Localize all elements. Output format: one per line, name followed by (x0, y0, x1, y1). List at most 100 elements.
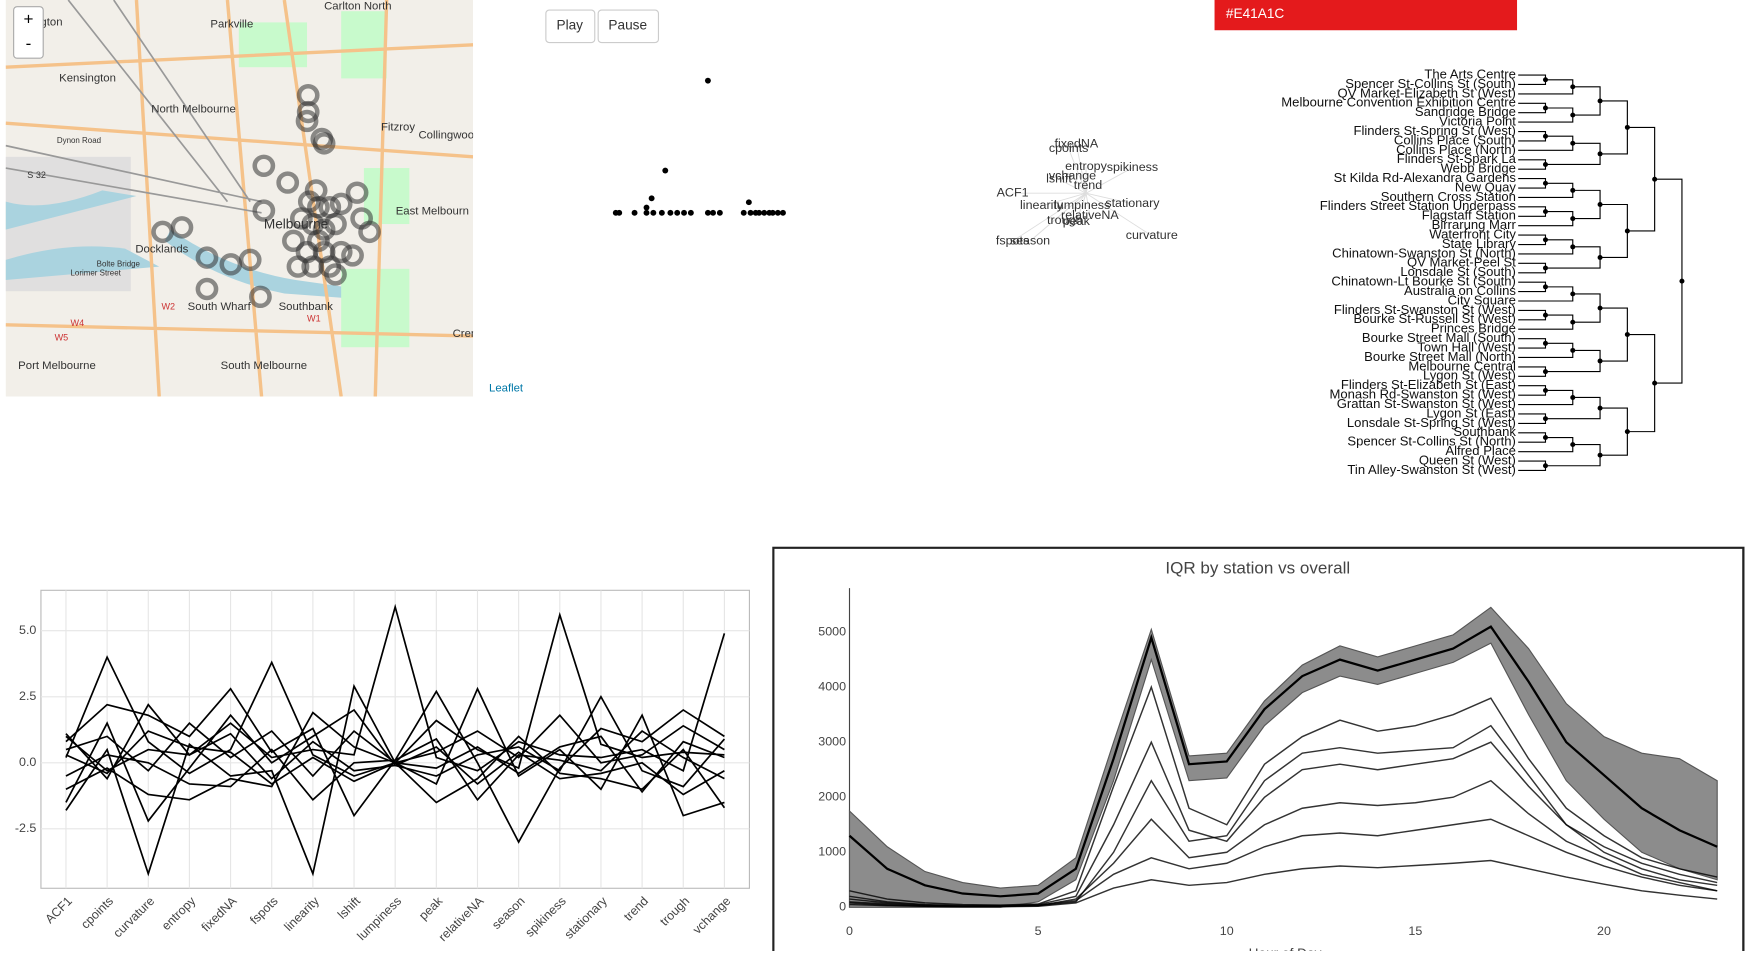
x-tick-label: 5 (1035, 924, 1042, 938)
station-marker (252, 199, 276, 222)
color-label[interactable]: #E41A1C (1226, 6, 1285, 21)
y-tick-label: 2000 (818, 790, 846, 804)
x-tick-label: lumpiness (354, 894, 404, 943)
y-tick-label: 3000 (818, 735, 846, 749)
series-line (65, 730, 725, 794)
point (631, 209, 638, 216)
iqr-chart: IQR by station vs overall 0 1000 2000 3000 40… (772, 546, 1745, 951)
feature-edge (1029, 192, 1087, 242)
dendro-branch (1600, 307, 1628, 362)
point (710, 209, 716, 216)
color-picker[interactable] (1214, 0, 1518, 31)
station-marker (312, 218, 336, 241)
zoom-out[interactable]: - (26, 34, 32, 53)
x-tick-label: 10 (1220, 924, 1234, 938)
series-line (65, 730, 725, 802)
point (704, 209, 711, 216)
map[interactable]: ngton Parkville Carlton North Kensington… (5, 0, 478, 397)
dendro-branch (1600, 100, 1628, 155)
x-tick-label: 15 (1408, 924, 1422, 938)
point (745, 199, 752, 206)
leaf-label: Waterfront City (1429, 227, 1516, 242)
point (704, 77, 711, 84)
y-tick-label: 1000 (818, 845, 846, 859)
map-label: East Melbourn (396, 206, 469, 218)
point (643, 204, 650, 211)
feature-label: fspots (996, 233, 1029, 247)
point (687, 209, 694, 216)
point (774, 209, 781, 216)
leaf-label: Collins Place (South) (1394, 132, 1516, 147)
station-marker (295, 109, 319, 133)
feature-label: linearity (1020, 198, 1064, 212)
leaf-label: Alfred Place (1445, 443, 1515, 458)
feature-label: relativeNA (1061, 208, 1119, 222)
station-marker (307, 229, 330, 253)
station-marker (282, 229, 305, 253)
dendro-branch (1518, 432, 1547, 443)
attribution[interactable]: Leaflet (489, 383, 524, 395)
map-label: Docklands (135, 244, 188, 256)
y-tick-label: 4000 (818, 679, 846, 693)
map-label: Parkville (210, 19, 253, 31)
dendro-branch (1518, 338, 1547, 349)
feature-edge (1072, 175, 1087, 194)
iqr-band (848, 606, 1718, 908)
dendro-branch (1518, 385, 1547, 396)
zoom-in[interactable]: + (23, 10, 33, 29)
feature-label: entropy (1065, 159, 1107, 173)
dendro-branch (1600, 407, 1628, 456)
station-marker (286, 255, 310, 278)
point (648, 195, 655, 202)
map-label: W2 (161, 301, 175, 311)
leaf-label: Sandridge Bridge (1415, 104, 1516, 119)
station-marker (329, 240, 353, 264)
map-label: Southbank (279, 301, 334, 313)
leaf-label: Southbank (1453, 424, 1516, 439)
x-tick-label: linearity (281, 893, 322, 933)
leaf-label: State Library (1442, 236, 1517, 251)
dendro-branch (1518, 159, 1547, 170)
leaf-label: Bourke Street Mall (North) (1364, 349, 1516, 364)
station-line (849, 724, 1718, 908)
station-marker (195, 277, 219, 301)
station-marker (324, 263, 347, 286)
station-marker (296, 100, 320, 124)
pause-label[interactable]: Pause (608, 17, 647, 32)
map-label: Carlton North (324, 1, 392, 13)
dendro-branch (1600, 203, 1628, 259)
leaf-label: St Kilda Rd-Alexandra Gardens (1334, 170, 1517, 185)
dendro-branch (1518, 309, 1547, 321)
leaf-label: QV Market-Peel St (1407, 255, 1516, 270)
point (667, 209, 674, 216)
map-label: Lorimer Street (71, 268, 122, 277)
series-line (65, 708, 725, 823)
leaf-label: Chinatown-Swanston St (North) (1332, 245, 1516, 260)
feature-edge (1041, 192, 1087, 207)
dendro-branch (1518, 262, 1547, 274)
leaf-label: Lygon St (West) (1423, 368, 1516, 383)
point (681, 209, 687, 216)
point (756, 209, 763, 216)
feature-label: cpoints (1049, 141, 1089, 155)
dendro-branch (1572, 189, 1601, 220)
dendro-branch (1518, 234, 1547, 246)
map-label: Kensington (59, 72, 116, 84)
x-tick-label: fixedNA (199, 894, 240, 935)
y-tick-label: 5.0 (19, 623, 36, 637)
zoom-control (13, 6, 44, 59)
x-tick-label: lshift (335, 894, 364, 922)
leaf-label: Southern Cross Station (1381, 189, 1516, 204)
play-label[interactable]: Play (556, 17, 583, 32)
leaf-label: Queen St (West) (1419, 453, 1516, 468)
point (616, 209, 623, 216)
dendro-branch (1572, 86, 1601, 116)
feature-edge (1075, 144, 1087, 194)
pause-button[interactable] (597, 9, 660, 44)
point (650, 209, 657, 216)
leaf-label: Victoria Point (1439, 114, 1516, 129)
x-tick-label: 20 (1597, 924, 1611, 938)
play-button[interactable] (545, 9, 596, 44)
leaf-label: Spencer St-Collins St (South) (1345, 76, 1516, 91)
